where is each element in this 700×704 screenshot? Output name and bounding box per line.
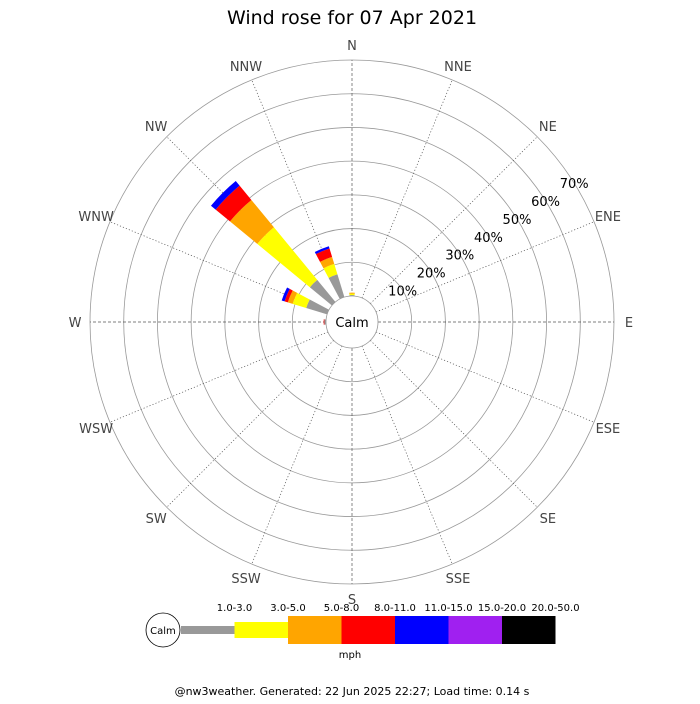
grid-circle — [291, 261, 413, 383]
legend-unit: mph — [339, 650, 361, 661]
bar-nnw-5.0-8.0 — [320, 256, 335, 269]
spoke-ne — [370, 136, 538, 304]
radial-tick-label: 60% — [531, 195, 560, 210]
legend-label-15.0-20.0: 15.0-20.0 — [478, 603, 526, 614]
legend-label-8.0-11.0: 8.0-11.0 — [374, 603, 416, 614]
spoke-ssw — [251, 345, 343, 565]
bar-n-3.0-5.0 — [349, 293, 355, 296]
radial-tick-label: 50% — [503, 213, 532, 228]
direction-label-nne: NNE — [444, 60, 472, 75]
legend-calm-label: Calm — [150, 626, 176, 637]
legend-swatch-20.0-50.0 — [502, 616, 556, 644]
bar-wnw-5.0-8.0 — [287, 290, 298, 304]
radial-tick-label: 20% — [417, 266, 446, 281]
spoke-nne — [361, 79, 453, 299]
calm-circle — [325, 295, 379, 349]
bar-nw-5.0-8.0 — [229, 199, 274, 244]
bar-nw-1.0-3.0 — [309, 279, 336, 306]
grid — [89, 59, 615, 585]
bar-wnw-1.0-3.0 — [306, 299, 330, 315]
direction-label-ene: ENE — [595, 210, 621, 225]
legend-label-3.0-5.0: 3.0-5.0 — [270, 603, 305, 614]
legend-calm-circle — [145, 612, 181, 648]
legend-swatch-1.0-3.0 — [181, 626, 235, 634]
footer-text: @nw3weather. Generated: 22 Jun 2025 22:2… — [175, 685, 530, 698]
grid-circle — [190, 160, 514, 484]
direction-label-w: W — [69, 316, 82, 331]
spoke-wsw — [109, 331, 329, 423]
bar-nnw-11.0-15.0 — [314, 246, 330, 255]
calm-label: Calm — [335, 316, 368, 331]
legend-swatch-8.0-11.0 — [341, 616, 395, 644]
spoke-ese — [375, 331, 595, 423]
grid-circle — [157, 127, 547, 517]
legend-label-5.0-8.0: 5.0-8.0 — [324, 603, 359, 614]
direction-label-ssw: SSW — [231, 572, 261, 587]
radial-tick-label: 70% — [560, 177, 589, 192]
bar-w-8.0-11.0 — [323, 319, 325, 325]
radial-tick-label: 30% — [445, 249, 474, 264]
chart-title: Wind rose for 07 Apr 2021 — [227, 7, 477, 29]
radial-tick-label: 10% — [388, 284, 417, 299]
calm-center: Calm — [325, 295, 379, 349]
direction-label-se: SE — [540, 512, 556, 527]
legend-swatch-11.0-15.0 — [395, 616, 449, 644]
direction-label-sse: SSE — [446, 572, 471, 587]
direction-label-nw: NW — [145, 120, 168, 135]
spoke-ene — [375, 221, 595, 313]
spoke-se — [370, 340, 538, 508]
bar-nw-8.0-11.0 — [215, 185, 252, 222]
bars — [210, 180, 355, 325]
bar-nnw-8.0-11.0 — [315, 248, 333, 262]
bar-nw-11.0-15.0 — [210, 180, 240, 210]
bar-nnw-1.0-3.0 — [328, 274, 345, 300]
direction-label-wnw: WNW — [78, 210, 114, 225]
legend-swatch-5.0-8.0 — [288, 616, 342, 644]
legend-swatch-15.0-20.0 — [448, 616, 502, 644]
direction-label-e: E — [625, 316, 633, 331]
legend-label-20.0-50.0: 20.0-50.0 — [531, 603, 579, 614]
direction-label-wsw: WSW — [79, 422, 113, 437]
direction-label-ne: NE — [539, 120, 557, 135]
labels: N NNE NE ENE E ESE SE SSE S SSW SW WSW W WNW NW NNW 10%2… — [69, 39, 634, 608]
bar-nw-3.0-5.0 — [257, 227, 318, 288]
bar-wnw-8.0-11.0 — [284, 288, 293, 303]
bar-wnw-3.0-5.0 — [292, 292, 310, 308]
direction-label-ese: ESE — [596, 422, 621, 437]
spoke-sse — [361, 345, 453, 565]
legend-label-11.0-15.0: 11.0-15.0 — [424, 603, 472, 614]
direction-label-nnw: NNW — [230, 60, 262, 75]
legend-swatch-3.0-5.0 — [234, 622, 288, 638]
direction-label-s: S — [348, 593, 356, 608]
radial-tick-label: 40% — [474, 231, 503, 246]
legend-label-1.0-3.0: 1.0-3.0 — [217, 603, 252, 614]
legend: Calm 1.0-3.0 3.0-5.0 5.0-8.0 8.0-11.0 11.0-15… — [145, 603, 580, 661]
direction-label-n: N — [347, 39, 357, 54]
bar-nnw-3.0-5.0 — [323, 263, 338, 278]
direction-label-sw: SW — [146, 512, 167, 527]
bar-n-5.0-8.0 — [349, 292, 355, 294]
bar-wnw-11.0-15.0 — [281, 287, 290, 302]
spoke-sw — [166, 340, 334, 508]
